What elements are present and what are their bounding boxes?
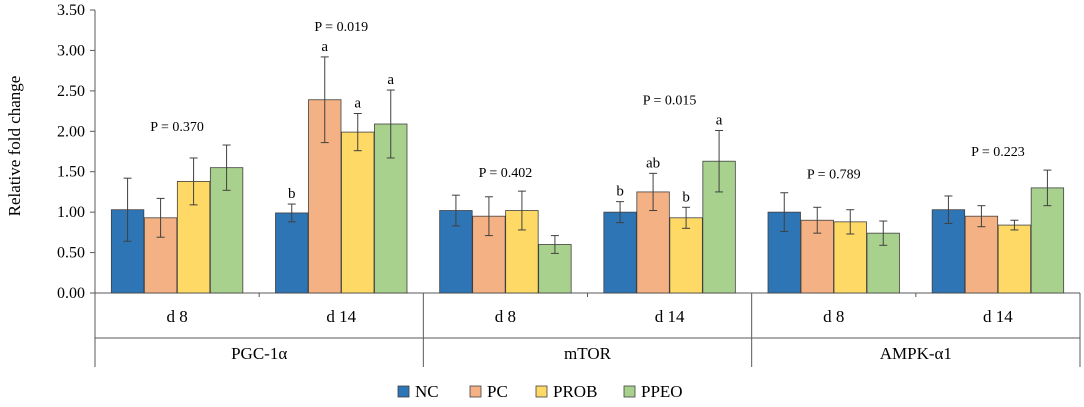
significance-letter: b [288, 186, 296, 202]
day-label: d 8 [823, 307, 844, 326]
bar-prob [669, 217, 703, 294]
y-axis-title: Relative fold change [5, 76, 24, 217]
day-label: d 14 [326, 307, 356, 326]
bar-pc [964, 215, 999, 294]
plot-area: 0.00 0.50 1.00 1.50 2.00 2.50 3.00 3.50 PGC-1α d … [57, 2, 1081, 401]
bar-prob [997, 224, 1032, 294]
significance-letter: a [387, 72, 394, 88]
y-tick-label: 2.50 [57, 83, 85, 100]
p-value-label: P = 0.789 [807, 168, 861, 183]
gene-label: mTOR [564, 344, 612, 363]
day-label: d 8 [166, 307, 187, 326]
y-tick-label: 2.00 [57, 123, 85, 140]
bar-nc [275, 212, 309, 294]
significance-letter: ab [646, 155, 660, 171]
legend-label-prob: PROB [553, 382, 597, 401]
p-value-label: P = 0.019 [314, 20, 368, 35]
significance-letter: a [354, 95, 361, 111]
y-tick-label: 1.50 [57, 164, 85, 181]
bar-prob [341, 131, 375, 294]
y-tick-label: 0.50 [57, 245, 85, 262]
significance-letter: b [616, 184, 624, 200]
legend-swatch-pc [469, 385, 482, 398]
bar-nc [603, 211, 637, 294]
legend-swatch-nc [397, 385, 410, 398]
p-value-label: P = 0.223 [971, 145, 1025, 160]
day-label: d 14 [983, 307, 1013, 326]
legend-swatch-prob [535, 385, 548, 398]
p-value-label: P = 0.015 [643, 93, 697, 108]
significance-letter: b [682, 189, 690, 205]
day-label: d 14 [655, 307, 685, 326]
y-tick-label: 3.50 [57, 2, 85, 19]
legend-label-ppeo: PPEO [641, 382, 683, 401]
p-value-label: P = 0.402 [479, 166, 533, 181]
significance-letter: a [716, 112, 723, 128]
legend-label-nc: NC [415, 382, 439, 401]
significance-letter: a [321, 39, 328, 55]
legend-swatch-ppeo [623, 385, 636, 398]
gene-label: PGC-1α [231, 344, 287, 363]
y-tick-label: 0.00 [57, 285, 85, 302]
legend-label-pc: PC [487, 382, 508, 401]
day-label: d 8 [495, 307, 516, 326]
y-tick-label: 1.00 [57, 204, 85, 221]
p-value-label: P = 0.370 [150, 120, 204, 135]
y-tick-label: 3.00 [57, 42, 85, 59]
gene-label: AMPK-α1 [880, 344, 952, 363]
